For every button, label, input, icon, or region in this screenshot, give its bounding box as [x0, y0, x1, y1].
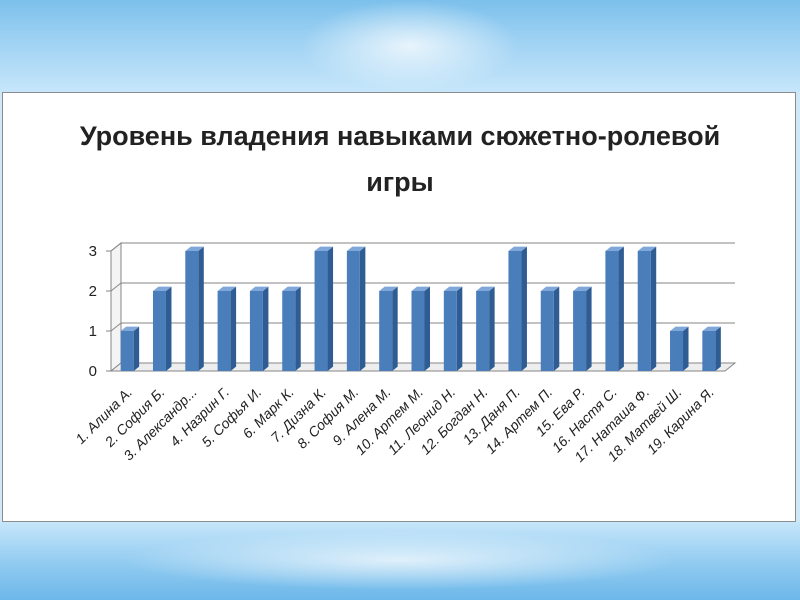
bar-top	[379, 286, 398, 291]
bar	[152, 291, 166, 371]
bar-side	[521, 246, 527, 371]
bar-side	[262, 286, 269, 371]
bar-side	[295, 286, 301, 371]
bar-top	[152, 286, 172, 291]
bar-top	[443, 286, 463, 291]
bar-top	[411, 286, 430, 291]
bar-top	[120, 326, 140, 331]
bar-top	[540, 286, 560, 291]
bar-side	[359, 246, 366, 371]
bar-side	[650, 246, 657, 371]
gridline-wall	[110, 322, 122, 332]
bar-side	[165, 286, 172, 371]
bar	[379, 291, 393, 371]
chart-title-line-1: Уровень владения навыками сюжетно-ролево…	[79, 121, 721, 151]
bar-top	[217, 286, 237, 291]
bar-top	[702, 326, 721, 331]
bar-side	[133, 326, 140, 371]
bar-top	[476, 286, 495, 291]
bar-top	[314, 246, 334, 251]
bar-side	[618, 246, 624, 371]
bar-top	[185, 246, 204, 251]
y-tick-label: 1	[89, 323, 97, 340]
bar-top	[637, 246, 657, 251]
bar	[702, 331, 716, 371]
bar-top	[282, 286, 301, 291]
bar	[637, 251, 651, 371]
bar-side	[424, 286, 430, 371]
bar	[282, 291, 296, 371]
chart-title: Уровень владения навыками сюжетно-ролево…	[3, 113, 797, 205]
bar	[217, 291, 231, 371]
bar-side	[327, 246, 334, 371]
bar	[540, 291, 554, 371]
y-tick-label: 3	[89, 243, 97, 260]
bar-top	[670, 326, 689, 331]
gridline-wall	[110, 282, 122, 292]
bar	[185, 251, 199, 371]
bar-side	[392, 286, 398, 371]
bar	[670, 331, 684, 371]
bar-side	[553, 286, 560, 371]
gridline-wall	[110, 242, 122, 252]
bar	[508, 251, 522, 371]
bar-side	[230, 286, 237, 371]
y-tick-label: 0	[89, 363, 97, 380]
bar	[346, 251, 360, 371]
bar-side	[586, 286, 592, 371]
y-tick-label: 2	[89, 283, 97, 300]
bar	[120, 331, 134, 371]
bar-top	[249, 286, 269, 291]
chart-title-line-2: игры	[366, 167, 434, 197]
chart-frame: Уровень владения навыками сюжетно-ролево…	[2, 92, 796, 522]
bar-side	[715, 326, 721, 371]
bar-top	[605, 246, 624, 251]
bar	[411, 291, 425, 371]
bar	[476, 291, 490, 371]
bar-top	[346, 246, 366, 251]
bar	[605, 251, 619, 371]
bar-side	[198, 246, 204, 371]
chart-side-wall	[110, 241, 122, 373]
slide-background-top	[0, 0, 800, 92]
bar	[249, 291, 263, 371]
bar-side	[683, 326, 689, 371]
slide-background-bottom	[0, 522, 800, 600]
bar-top	[508, 246, 527, 251]
bar	[573, 291, 587, 371]
bar-top	[573, 286, 592, 291]
bar	[443, 291, 457, 371]
bar	[314, 251, 328, 371]
bar-side	[489, 286, 495, 371]
bar-side	[456, 286, 463, 371]
